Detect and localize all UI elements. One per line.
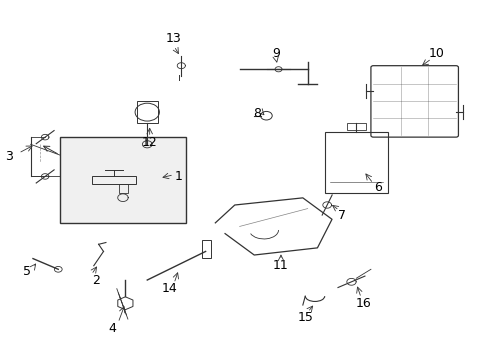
Text: 10: 10 [428,47,444,60]
Text: 13: 13 [166,32,182,45]
Bar [92,176,136,184]
Text: 15: 15 [297,311,313,324]
Bar [60,137,186,223]
Text: 12: 12 [142,136,157,149]
Bar [118,184,128,193]
Text: 7: 7 [337,209,345,222]
Text: 6: 6 [373,181,381,194]
Bar [324,132,387,193]
Text: 14: 14 [161,283,177,296]
Bar [202,240,210,257]
Text: 8: 8 [252,107,260,120]
Text: 9: 9 [272,47,280,60]
Text: 16: 16 [355,297,371,310]
Text: 3: 3 [5,150,13,163]
Text: 2: 2 [92,274,100,287]
Bar [136,102,158,123]
Bar [346,123,366,130]
Text: 4: 4 [108,322,116,335]
Text: 1: 1 [175,170,183,183]
Text: 5: 5 [22,265,31,278]
Text: 11: 11 [272,259,288,272]
